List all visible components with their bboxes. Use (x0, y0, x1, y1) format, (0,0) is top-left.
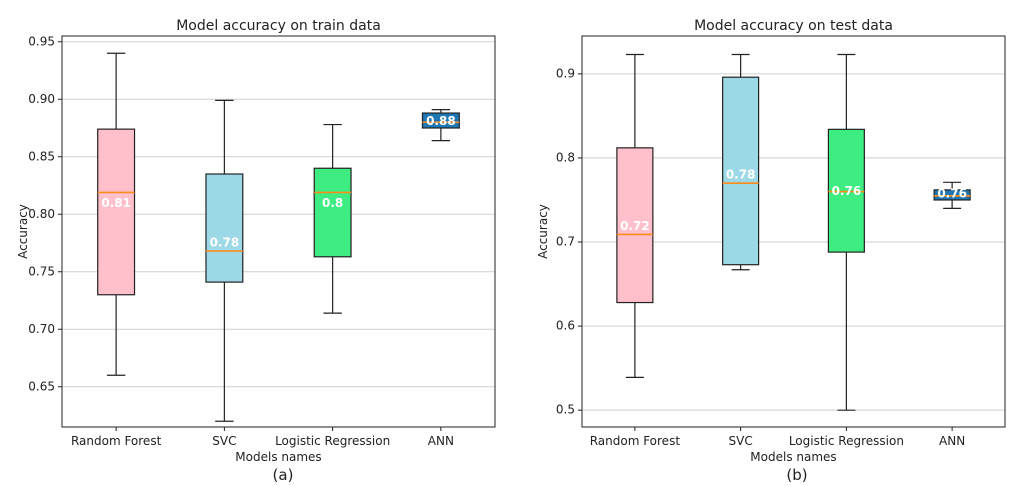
box (314, 168, 351, 257)
median-label: 0.76 (832, 184, 862, 198)
panel-caption: (b) (786, 466, 807, 484)
y-axis-label: Accuracy (536, 204, 550, 259)
x-tick-label: Random Forest (71, 434, 162, 448)
y-tick-label: 0.70 (28, 322, 55, 336)
panel-caption: (a) (273, 466, 294, 484)
y-tick-label: 0.80 (28, 207, 55, 221)
x-axis-label: Models names (750, 450, 836, 464)
x-axis-label: Models names (235, 450, 321, 464)
x-tick-label: Logistic Regression (789, 434, 904, 448)
x-tick-label: Random Forest (590, 434, 681, 448)
x-tick-label: Logistic Regression (275, 434, 390, 448)
x-tick-label: SVC (729, 434, 753, 448)
median-label: 0.81 (101, 196, 131, 210)
y-tick-label: 0.65 (28, 379, 55, 393)
x-tick-label: ANN (428, 434, 454, 448)
median-label: 0.72 (620, 219, 650, 233)
y-tick-label: 0.5 (556, 403, 575, 417)
box (98, 129, 135, 295)
median-label: 0.76 (937, 186, 967, 200)
median-label: 0.8 (322, 196, 343, 210)
chart-title: Model accuracy on train data (176, 18, 381, 34)
y-tick-label: 0.90 (28, 92, 55, 106)
x-tick-label: ANN (939, 434, 965, 448)
y-tick-label: 0.95 (28, 34, 55, 48)
y-tick-label: 0.7 (556, 235, 575, 249)
y-tick-label: 0.8 (556, 150, 575, 164)
y-axis-label: Accuracy (16, 204, 30, 259)
chart-panel-test: 0.72 0.78 0.76 0.76 0.5 0.6 0.7 0.8 0.9 Random Fo… (536, 18, 1005, 484)
chart-panel-train: 0.81 0.78 0.8 0.88 0.65 0.70 0.75 0.80 0.85 0.90 0… (16, 18, 495, 484)
median-label: 0.78 (726, 168, 756, 182)
y-tick-label: 0.6 (556, 319, 575, 333)
median-label: 0.78 (210, 236, 240, 250)
x-tick-label: SVC (212, 434, 236, 448)
box (206, 174, 243, 282)
median-label: 0.88 (426, 114, 456, 128)
y-tick-label: 0.9 (556, 66, 575, 80)
y-tick-label: 0.75 (28, 264, 55, 278)
chart-title: Model accuracy on test data (694, 18, 893, 34)
y-tick-label: 0.85 (28, 149, 55, 163)
